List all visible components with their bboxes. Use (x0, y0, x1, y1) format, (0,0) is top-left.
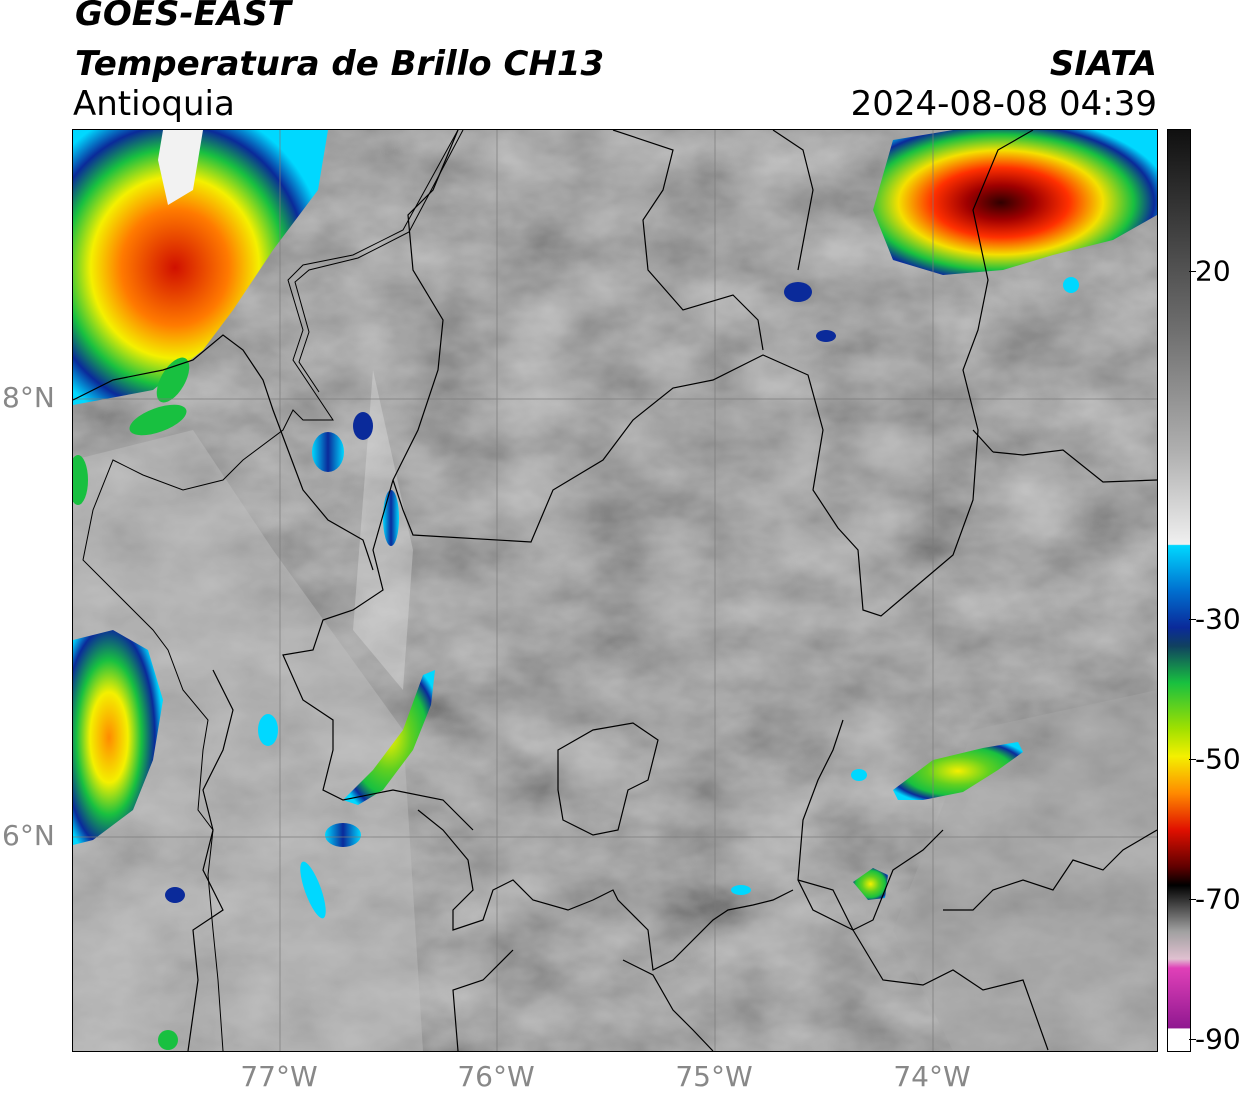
region-label: Antioquia (73, 84, 235, 124)
lat-label-8n: 8°N (2, 381, 55, 414)
lon-label-77w: 77°W (240, 1060, 318, 1093)
colorbar-label-minus50: -50 (1195, 742, 1241, 776)
colorbar-gradient (1168, 130, 1190, 1051)
lon-label-74w: 74°W (893, 1060, 971, 1093)
colorbar-tick (1189, 1039, 1196, 1040)
colorbar-tick (1189, 619, 1196, 620)
org-label: SIATA (1049, 44, 1157, 84)
satellite-title: GOES-EAST (75, 0, 291, 34)
colorbar (1167, 129, 1191, 1052)
colorbar-tick (1189, 271, 1196, 272)
lon-label-76w: 76°W (457, 1060, 535, 1093)
colorbar-label-20: 20 (1195, 254, 1231, 288)
colorbar-tick (1189, 899, 1196, 900)
coastline (82, 130, 464, 1051)
colorbar-tick (1189, 759, 1196, 760)
lon-label-75w: 75°W (675, 1060, 753, 1093)
graticule (73, 130, 1157, 1051)
timestamp-label: 2024-08-08 04:39 (850, 84, 1157, 124)
product-title: Temperatura de Brillo CH13 (75, 44, 605, 84)
colorbar-label-minus70: -70 (1195, 882, 1241, 916)
colorbar-label-minus90: -90 (1195, 1022, 1241, 1056)
satellite-map (72, 129, 1158, 1052)
colorbar-label-minus30: -30 (1195, 602, 1241, 636)
brightness-temperature-imagery (73, 130, 1157, 1051)
admin-boundaries (73, 130, 1157, 1051)
lat-label-6n: 6°N (2, 819, 55, 852)
